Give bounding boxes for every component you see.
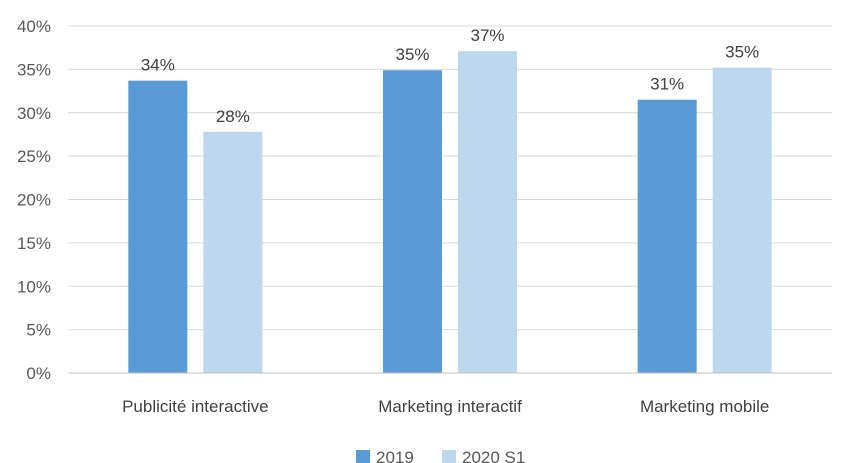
bar-2020-s1-1 xyxy=(203,131,263,373)
y-tick-label: 10% xyxy=(17,277,51,296)
y-tick-label: 0% xyxy=(26,364,51,383)
y-tick-label: 15% xyxy=(17,234,51,253)
legend: 2019 2020 S1 xyxy=(356,448,525,463)
data-label: 37% xyxy=(470,26,504,45)
y-tick-label: 5% xyxy=(26,321,51,340)
bars xyxy=(128,51,772,374)
x-category-label: Publicité interactive xyxy=(122,397,268,416)
data-label: 34% xyxy=(141,56,175,75)
bar-2020-s1-2 xyxy=(458,51,517,373)
legend-swatch-2019 xyxy=(356,450,370,463)
legend-label: 2020 S1 xyxy=(462,448,525,463)
bar-2019-3 xyxy=(637,99,697,374)
legend-swatch-2020-s1 xyxy=(442,450,456,463)
y-tick-label: 40% xyxy=(17,17,51,36)
y-tick-label: 35% xyxy=(17,60,51,79)
y-tick-label: 30% xyxy=(17,104,51,123)
data-label: 28% xyxy=(216,107,250,126)
x-category-label: Marketing mobile xyxy=(640,397,769,416)
data-label: 31% xyxy=(650,75,684,94)
data-labels: 34% 28% 35% 37% 31% 35% xyxy=(141,26,759,126)
data-label: 35% xyxy=(395,45,429,64)
y-axis: 0% 5% 10% 15% 20% 25% 30% 35% 40% xyxy=(17,17,51,383)
x-axis: Publicité interactive Marketing interacti… xyxy=(68,372,832,416)
data-label: 35% xyxy=(725,43,759,62)
y-tick-label: 20% xyxy=(17,191,51,210)
legend-label: 2019 xyxy=(376,448,414,463)
bar-2019-1 xyxy=(128,80,188,373)
bar-2020-s1-3 xyxy=(712,67,772,373)
gridlines xyxy=(68,25,832,331)
bar-2019-2 xyxy=(383,70,442,374)
y-tick-label: 25% xyxy=(17,147,51,166)
x-category-label: Marketing interactif xyxy=(378,397,522,416)
